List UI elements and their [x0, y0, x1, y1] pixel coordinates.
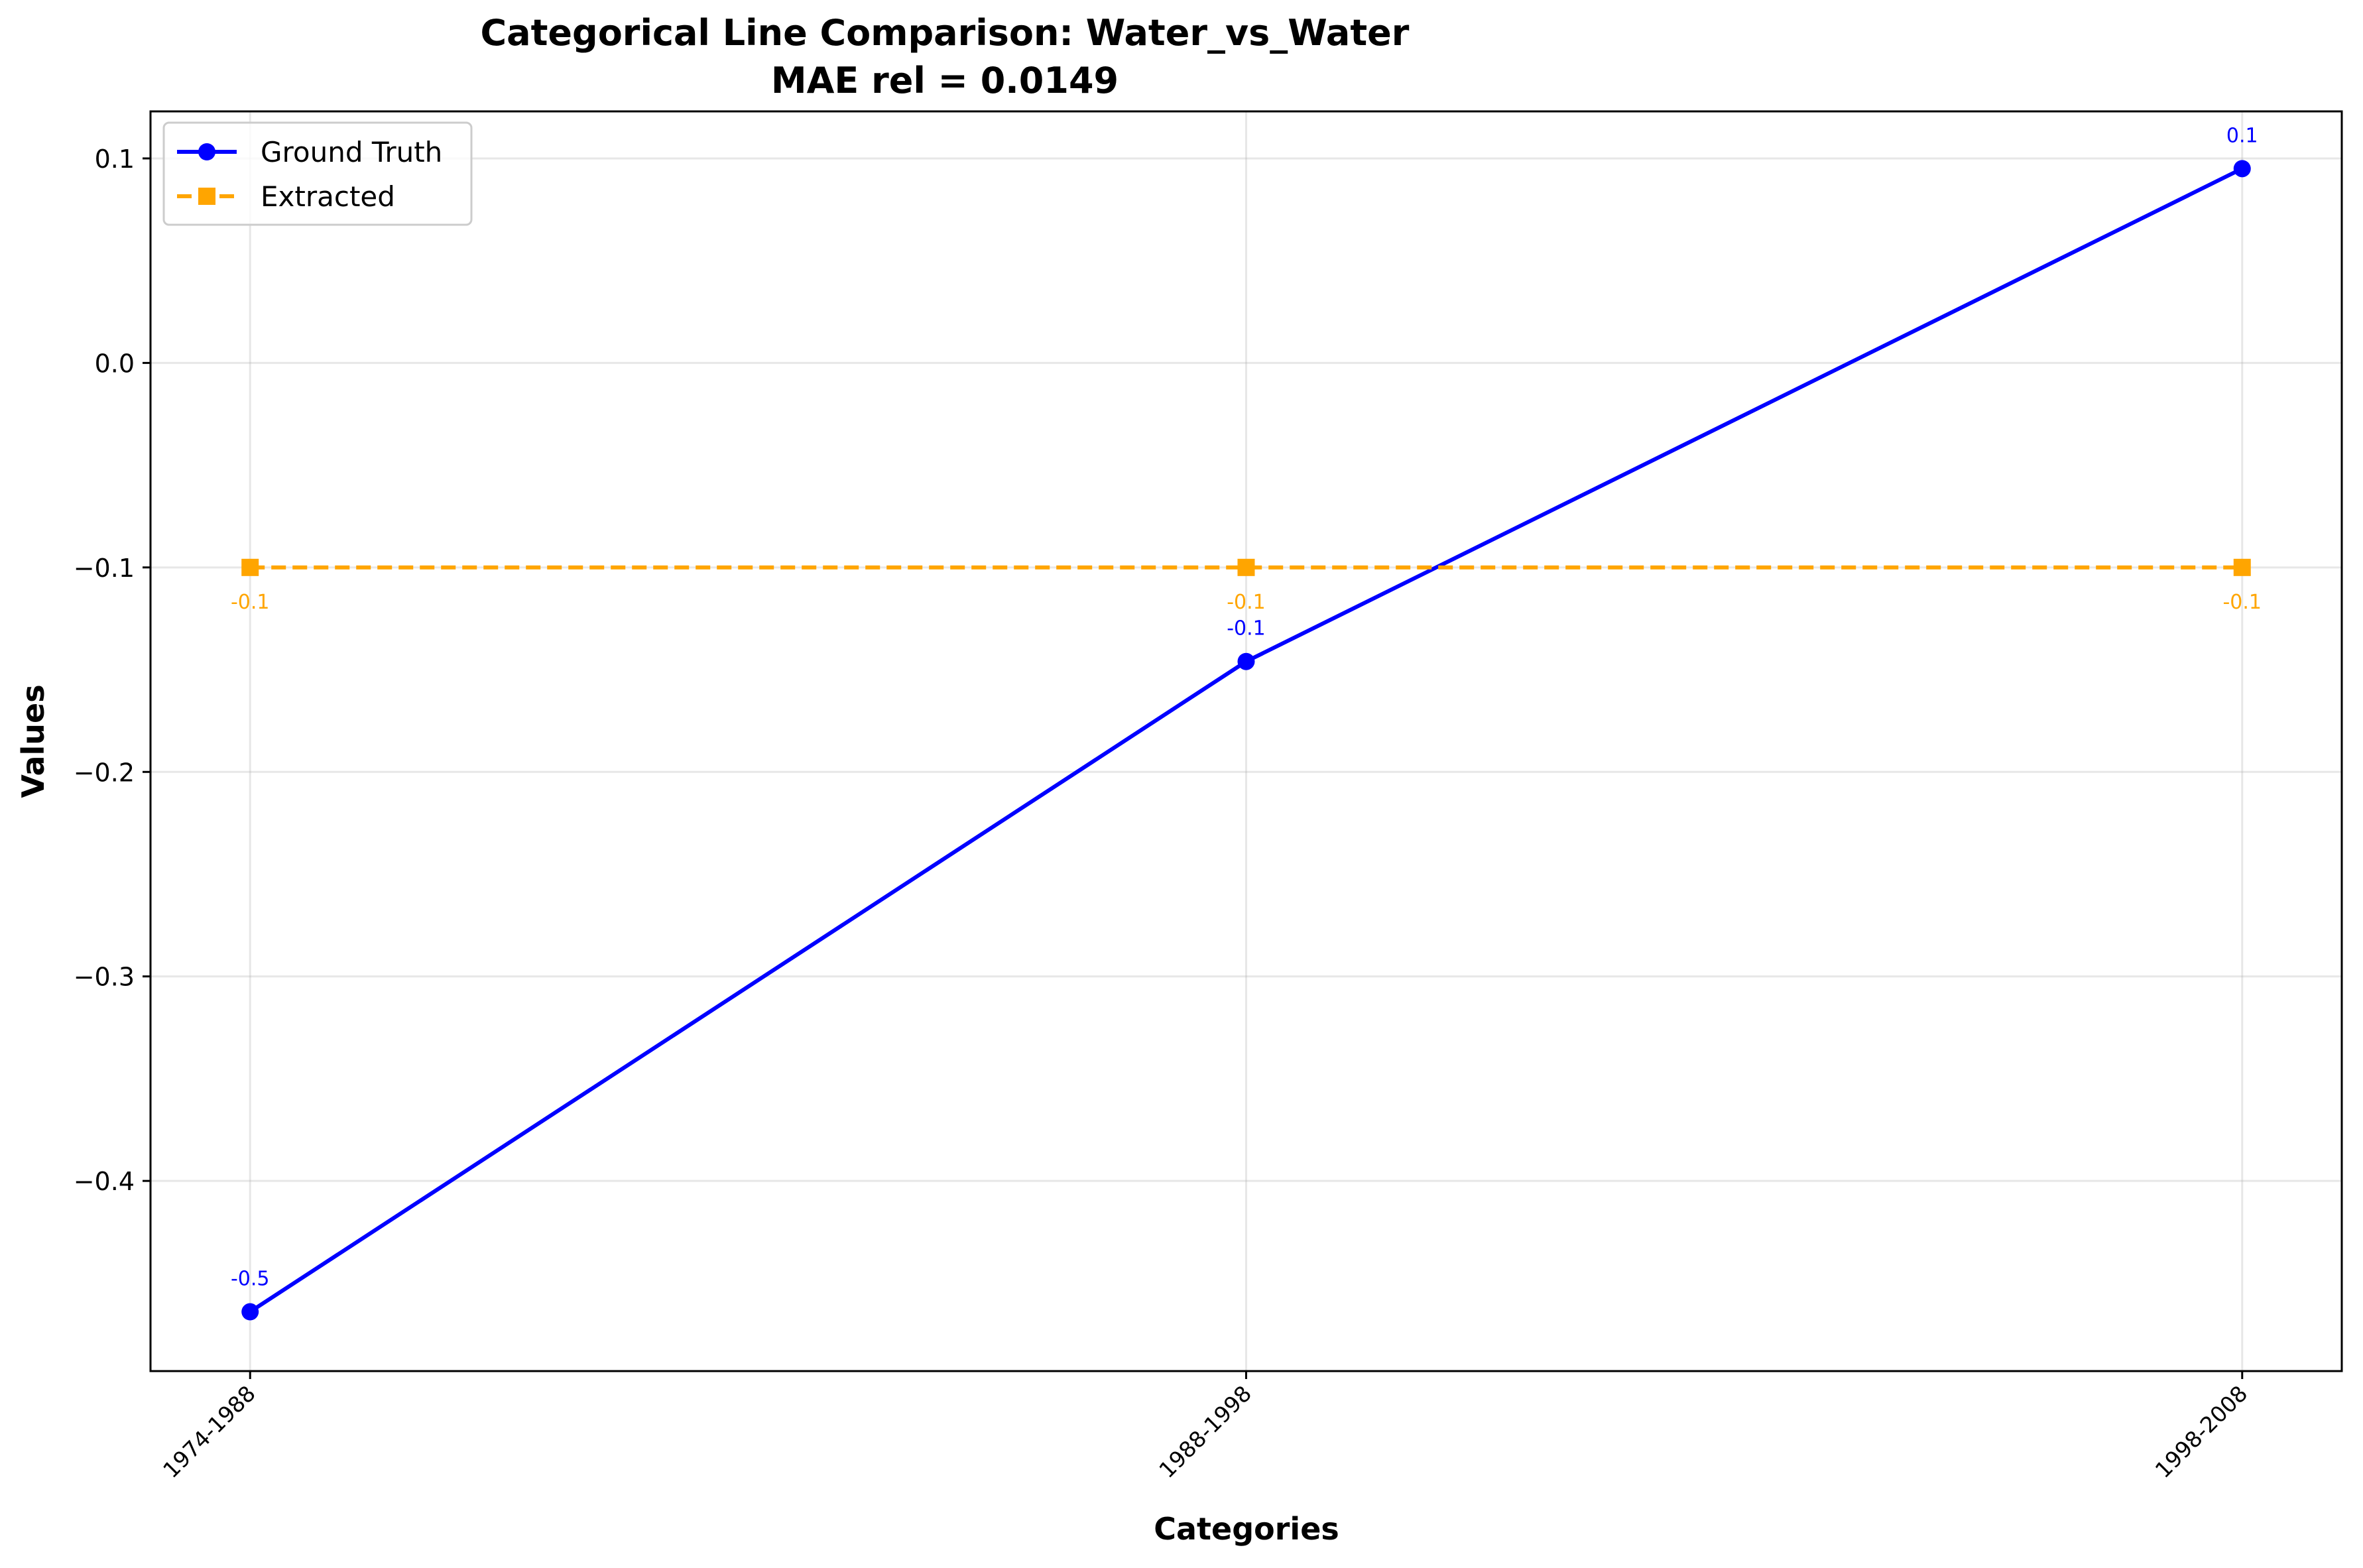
y-tick-label: 0.1: [95, 145, 135, 174]
y-tick-label: −0.1: [74, 554, 135, 583]
chart-subtitle: MAE rel = 0.0149: [771, 60, 1119, 101]
y-tick-label: −0.2: [74, 758, 135, 787]
legend-marker-ground-truth: [198, 143, 215, 160]
y-tick-label: −0.4: [74, 1167, 135, 1196]
legend-label-extracted: Extracted: [261, 180, 395, 213]
data-label-layer: -0.5 -0.1 0.1 -0.1 -0.1 -0.1: [231, 124, 2262, 1290]
ground-truth-point: [1237, 652, 1255, 670]
extracted-point: [2233, 558, 2251, 576]
extracted-value-label: -0.1: [231, 591, 270, 614]
legend-label-ground-truth: Ground Truth: [261, 136, 442, 168]
extracted-value-label: -0.1: [2222, 591, 2262, 614]
legend-box: [162, 121, 473, 226]
ground-truth-value-label: -0.5: [231, 1268, 270, 1291]
chart-title: Categorical Line Comparison: Water_vs_Wa…: [481, 12, 1410, 54]
ground-truth-point: [241, 1303, 259, 1321]
ground-truth-value-label: -0.1: [1227, 617, 1266, 640]
legend: Ground Truth Extracted: [162, 121, 473, 226]
extracted-point: [1237, 558, 1255, 576]
extracted-value-label: -0.1: [1227, 591, 1266, 614]
ground-truth-value-label: 0.1: [2226, 124, 2258, 147]
extracted-point: [241, 558, 259, 576]
x-axis-label: Categories: [1154, 1511, 1339, 1547]
ground-truth-point: [2233, 160, 2251, 178]
y-tick-label: −0.3: [74, 963, 135, 992]
series-layer: [241, 160, 2251, 1321]
y-tick-layer: −0.4 −0.3 −0.2 −0.1 0.0 0.1: [74, 145, 151, 1196]
y-axis-label: Values: [15, 684, 51, 798]
y-tick-label: 0.0: [95, 349, 135, 378]
legend-marker-extracted: [198, 188, 215, 205]
